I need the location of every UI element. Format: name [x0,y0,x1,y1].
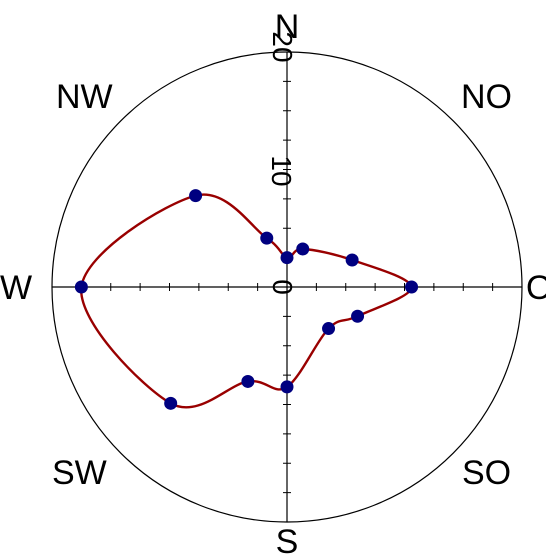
data-point-0 [280,251,294,265]
direction-label-southeast: SO [462,454,511,492]
radial-tick-label-20: 20 [267,31,298,62]
direction-label-west: W [0,269,32,307]
series-markers [74,189,419,410]
data-point-180 [280,380,294,394]
data-point-337.5 [260,231,274,245]
data-point-112.5 [351,309,365,323]
data-point-270 [74,280,88,294]
data-point-202.5 [241,374,255,388]
data-point-135 [322,322,336,336]
data-point-225 [164,396,178,410]
data-point-67.5 [345,253,359,267]
direction-label-northeast: NO [461,78,512,116]
polar-frame [51,51,523,523]
data-point-315 [189,189,203,203]
radial-tick-label-10: 10 [266,155,297,186]
axis-ticks [80,80,494,494]
direction-label-north: N [275,8,300,46]
data-point-90 [405,280,419,294]
data-point-22.5 [296,242,310,256]
direction-label-northwest: NW [56,78,113,116]
direction-label-south: S [276,523,299,554]
direction-labels: N S W O NW NO SW SO [0,8,546,554]
direction-label-southwest: SW [52,454,107,492]
direction-label-east: O [526,269,546,307]
radial-tick-labels: 0 10 20 [266,31,298,294]
radial-tick-label-0: 0 [267,279,298,295]
